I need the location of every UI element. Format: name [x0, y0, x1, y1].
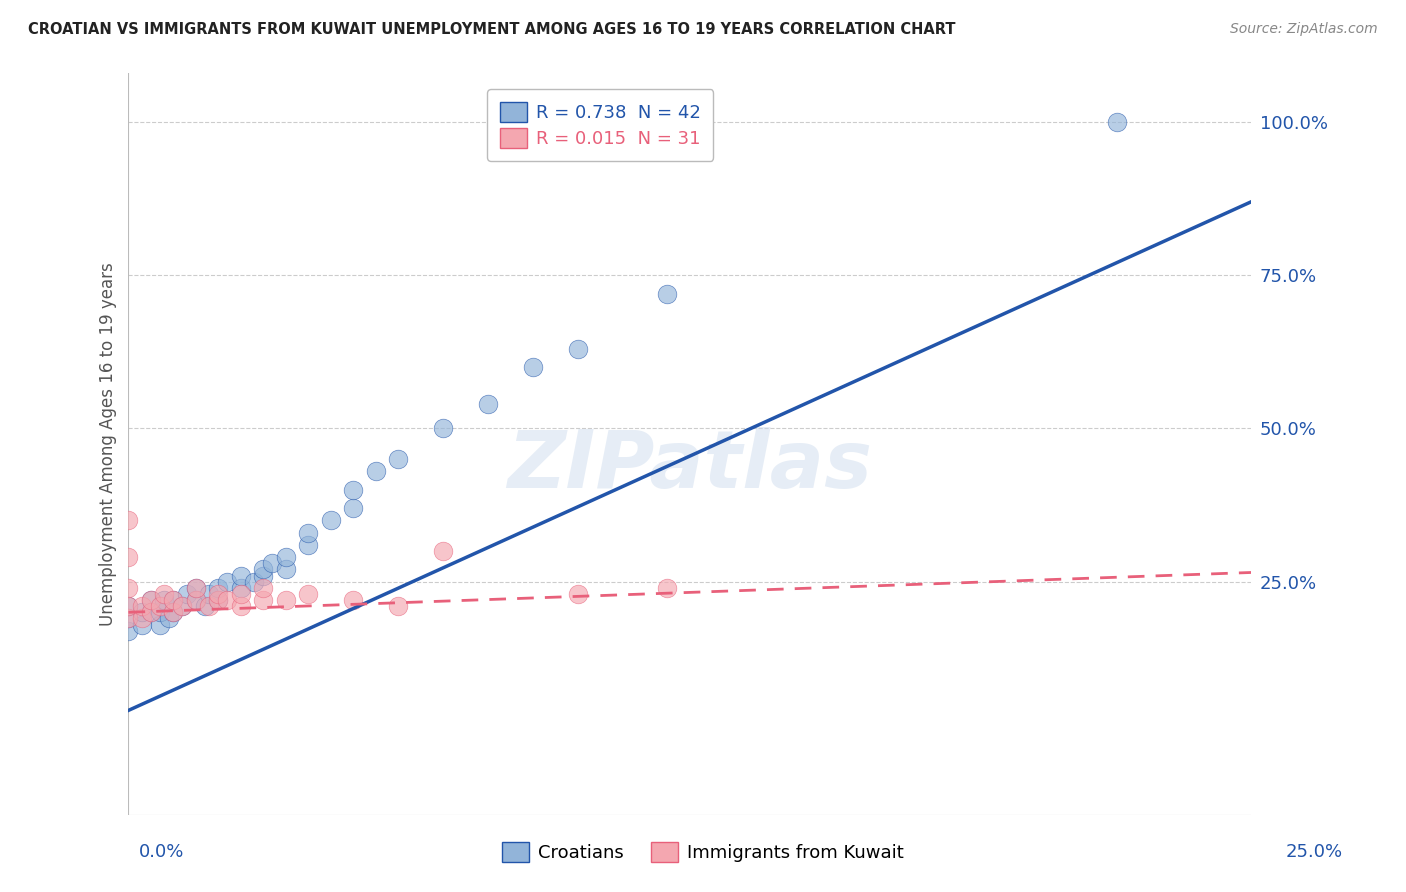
- Point: [274, 550, 297, 565]
- Point: [387, 599, 409, 614]
- Point: [229, 581, 252, 595]
- Point: [207, 581, 229, 595]
- Point: [252, 593, 274, 607]
- Point: [162, 593, 184, 607]
- Point: [117, 624, 139, 638]
- Point: [217, 574, 239, 589]
- Point: [364, 464, 387, 478]
- Point: [207, 593, 229, 607]
- Point: [297, 525, 319, 540]
- Point: [207, 587, 229, 601]
- Point: [162, 593, 184, 607]
- Point: [252, 562, 274, 576]
- Point: [172, 599, 194, 614]
- Point: [229, 587, 252, 601]
- Point: [274, 562, 297, 576]
- Text: CROATIAN VS IMMIGRANTS FROM KUWAIT UNEMPLOYMENT AMONG AGES 16 TO 19 YEARS CORREL: CROATIAN VS IMMIGRANTS FROM KUWAIT UNEMP…: [28, 22, 956, 37]
- Point: [131, 611, 153, 625]
- Point: [657, 581, 679, 595]
- Point: [567, 342, 589, 356]
- Point: [117, 550, 139, 565]
- Text: Source: ZipAtlas.com: Source: ZipAtlas.com: [1230, 22, 1378, 37]
- Point: [243, 574, 266, 589]
- Point: [184, 593, 207, 607]
- Point: [117, 581, 139, 595]
- Text: 25.0%: 25.0%: [1286, 843, 1343, 861]
- Point: [387, 452, 409, 467]
- Point: [153, 593, 176, 607]
- Point: [252, 581, 274, 595]
- Point: [229, 599, 252, 614]
- Point: [198, 599, 221, 614]
- Point: [139, 593, 162, 607]
- Point: [342, 501, 364, 516]
- Point: [139, 593, 162, 607]
- Point: [342, 483, 364, 497]
- Point: [149, 599, 172, 614]
- Text: ZIPatlas: ZIPatlas: [508, 427, 873, 505]
- Text: 0.0%: 0.0%: [139, 843, 184, 861]
- Point: [117, 611, 139, 625]
- Point: [198, 587, 221, 601]
- Point: [194, 599, 217, 614]
- Point: [342, 593, 364, 607]
- Point: [131, 605, 153, 619]
- Point: [262, 556, 284, 570]
- Point: [319, 513, 342, 527]
- Point: [252, 568, 274, 582]
- Point: [117, 599, 139, 614]
- Point: [432, 544, 454, 558]
- Point: [229, 568, 252, 582]
- Point: [117, 513, 139, 527]
- Legend: R = 0.738  N = 42, R = 0.015  N = 31: R = 0.738 N = 42, R = 0.015 N = 31: [486, 89, 713, 161]
- Legend: Croatians, Immigrants from Kuwait: Croatians, Immigrants from Kuwait: [495, 835, 911, 870]
- Point: [1105, 115, 1128, 129]
- Point: [139, 605, 162, 619]
- Point: [149, 605, 172, 619]
- Point: [297, 587, 319, 601]
- Point: [657, 286, 679, 301]
- Point: [207, 593, 229, 607]
- Point: [567, 587, 589, 601]
- Point: [117, 599, 139, 614]
- Point: [153, 587, 176, 601]
- Point: [172, 599, 194, 614]
- Point: [184, 581, 207, 595]
- Point: [162, 605, 184, 619]
- Point: [477, 397, 499, 411]
- Point: [176, 587, 198, 601]
- Point: [522, 360, 544, 375]
- Point: [157, 611, 180, 625]
- Y-axis label: Unemployment Among Ages 16 to 19 years: Unemployment Among Ages 16 to 19 years: [100, 262, 117, 625]
- Point: [297, 538, 319, 552]
- Point: [432, 421, 454, 435]
- Point: [217, 593, 239, 607]
- Point: [162, 605, 184, 619]
- Point: [131, 617, 153, 632]
- Point: [131, 599, 153, 614]
- Point: [117, 611, 139, 625]
- Point: [149, 617, 172, 632]
- Point: [184, 593, 207, 607]
- Point: [139, 605, 162, 619]
- Point: [184, 581, 207, 595]
- Point: [274, 593, 297, 607]
